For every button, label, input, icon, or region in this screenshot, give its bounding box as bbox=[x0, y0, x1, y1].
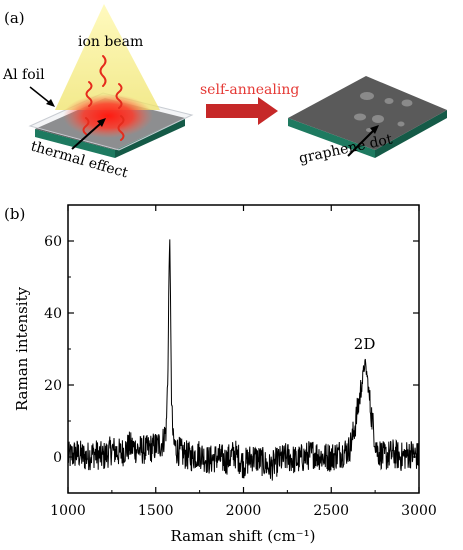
graphene-dot-pointer bbox=[347, 125, 379, 157]
x-tick-label: 2000 bbox=[226, 503, 262, 519]
self-annealing-arrow bbox=[206, 97, 278, 125]
peak-label-2d: 2D bbox=[354, 335, 376, 353]
raman-chart: 1000 1500 2000 2500 3000 0 20 40 60 2D Raman shi… bbox=[13, 204, 437, 545]
y-axis-label: Raman intensity bbox=[13, 286, 31, 411]
heat-wiggle bbox=[85, 81, 93, 107]
ion-beam-label: ion beam bbox=[78, 34, 143, 50]
x-tick-label: 2500 bbox=[313, 503, 349, 519]
substrate-right-side-front bbox=[288, 118, 375, 158]
graphene-dots bbox=[354, 92, 413, 132]
chart-series bbox=[67, 239, 420, 481]
x-tick-label: 1500 bbox=[138, 503, 174, 519]
x-tick-label: 3000 bbox=[401, 503, 437, 519]
ion-beam-cone bbox=[55, 4, 160, 110]
panel-b: (b) 1000 1500 2000 2500 3000 0 20 40 60 2D Raman… bbox=[4, 204, 437, 545]
al-foil-label: Al foil bbox=[2, 67, 45, 83]
plot-frame bbox=[67, 204, 420, 494]
panel-a: (a) ion beam Al foil bbox=[2, 4, 447, 182]
substrate-left-side-right bbox=[115, 118, 185, 158]
heat-wiggle bbox=[115, 83, 123, 109]
y-tick-label: 60 bbox=[44, 234, 62, 250]
heat-wiggles bbox=[82, 55, 125, 141]
y-tick-label: 0 bbox=[53, 450, 62, 466]
thermal-hotspot bbox=[63, 94, 153, 138]
substrate-left-side-front bbox=[35, 129, 115, 158]
panel-a-label: (a) bbox=[4, 9, 25, 27]
heat-wiggle bbox=[99, 55, 107, 87]
self-annealing-label: self-annealing bbox=[200, 82, 299, 98]
thermal-effect-pointer bbox=[71, 118, 106, 150]
x-axis-label: Raman shift (cm⁻¹) bbox=[171, 527, 316, 545]
panel-b-label: (b) bbox=[4, 205, 25, 223]
graphene-dot bbox=[360, 92, 374, 100]
graphene-dot bbox=[372, 115, 384, 123]
graphene-dot bbox=[366, 128, 372, 132]
graphene-dot bbox=[401, 99, 413, 107]
substrate-right-side-right bbox=[375, 110, 447, 158]
graphene-dot bbox=[384, 98, 394, 104]
y-tick-label: 40 bbox=[44, 306, 62, 322]
y-tick-label: 20 bbox=[44, 378, 62, 394]
substrate-right-top bbox=[288, 76, 447, 150]
al-foil-pointer bbox=[29, 86, 55, 107]
heat-wiggle bbox=[117, 115, 125, 141]
x-tick-label: 1000 bbox=[50, 503, 86, 519]
substrate-right bbox=[288, 76, 447, 158]
raman-spectrum-line bbox=[67, 239, 420, 481]
graphene-dot bbox=[397, 121, 405, 127]
heat-wiggle bbox=[82, 117, 90, 135]
chart-tick-labels: 1000 1500 2000 2500 3000 0 20 40 60 bbox=[44, 234, 437, 519]
graphene-dot bbox=[354, 113, 366, 121]
